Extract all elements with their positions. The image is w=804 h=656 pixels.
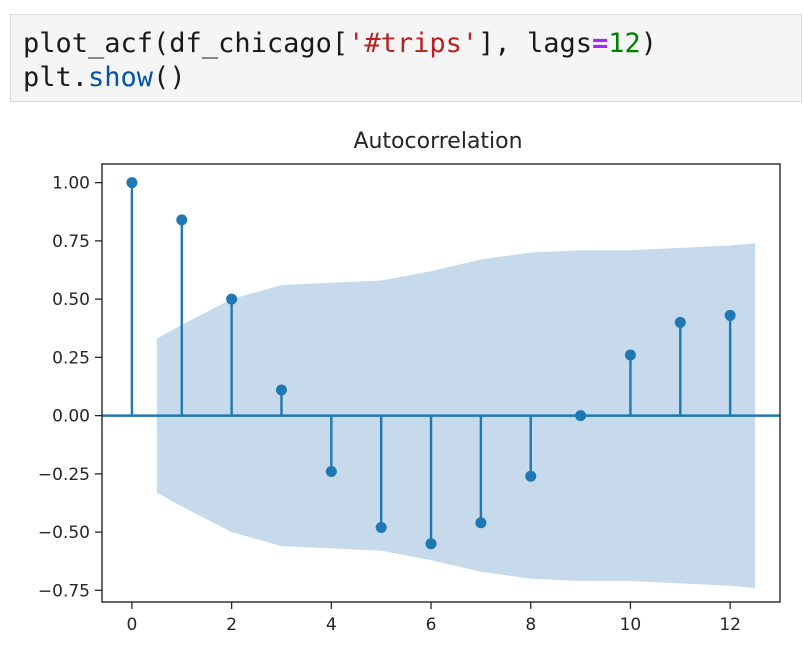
acf-point-lag-1 — [176, 214, 188, 226]
y-tick-layer: 1.00 0.75 0.50 0.25 0.00 −0.25 −0.50 −0.75 — [38, 174, 102, 601]
y-tick-label: 1.00 — [52, 174, 90, 194]
y-tick-label: −0.25 — [38, 465, 90, 485]
code-func-token: plot_acf — [23, 28, 154, 59]
acf-point-lag-12 — [724, 309, 736, 321]
acf-point-lag-8 — [525, 470, 537, 482]
code-operator-token: = — [591, 28, 609, 59]
plot-output: Autocorrelation 1.00 0.75 0.50 0.25 0.00 −0.2… — [0, 110, 804, 656]
acf-point-lag-9 — [575, 410, 587, 422]
y-tick-label: 0.75 — [52, 232, 90, 252]
acf-point-lag-7 — [475, 517, 487, 529]
plot-frame — [101, 163, 781, 603]
code-open-token: (df_chicago[ — [153, 28, 349, 59]
y-tick-label: −0.50 — [38, 523, 90, 543]
stem-layer — [130, 182, 732, 544]
code-line-2: plt.show() — [23, 61, 186, 95]
code-line-1: plot_acf(df_chicago['#trips'], lags=12) — [23, 27, 657, 61]
x-tick-label: 8 — [525, 615, 536, 635]
y-tick-label: 0.25 — [52, 348, 90, 368]
x-tick-layer: 0 2 4 6 8 10 12 — [126, 602, 741, 635]
x-tick-label: 0 — [126, 615, 137, 635]
chart-title: Autocorrelation — [353, 129, 522, 154]
x-tick-label: 12 — [719, 615, 741, 635]
y-tick-label: 0.50 — [52, 290, 90, 310]
marker-layer — [126, 177, 736, 550]
x-tick-label: 10 — [620, 615, 642, 635]
acf-point-lag-3 — [275, 384, 287, 396]
x-tick-label: 4 — [326, 615, 337, 635]
acf-point-lag-4 — [325, 466, 337, 478]
code-string-token: '#trips' — [348, 28, 479, 59]
acf-point-lag-2 — [226, 293, 238, 305]
acf-point-lag-0 — [126, 177, 138, 189]
acf-chart: Autocorrelation 1.00 0.75 0.50 0.25 0.00 −0.2… — [38, 129, 781, 635]
y-tick-label: −0.75 — [38, 581, 90, 601]
x-tick-label: 2 — [226, 615, 237, 635]
code-method-token: show — [88, 62, 154, 93]
code-mid-token: ], lags — [478, 28, 592, 59]
acf-point-lag-10 — [624, 349, 636, 361]
acf-point-lag-5 — [375, 521, 387, 533]
code-parens-token: () — [153, 62, 186, 93]
x-tick-label: 6 — [426, 615, 437, 635]
code-close-token: ) — [640, 28, 658, 59]
y-tick-label: 0.00 — [52, 407, 90, 427]
acf-point-lag-6 — [425, 538, 437, 550]
code-cell[interactable]: plot_acf(df_chicago['#trips'], lags=12) … — [10, 14, 802, 102]
code-object-token: plt. — [23, 62, 89, 93]
acf-point-lag-11 — [674, 316, 686, 328]
code-number-token: 12 — [608, 28, 641, 59]
